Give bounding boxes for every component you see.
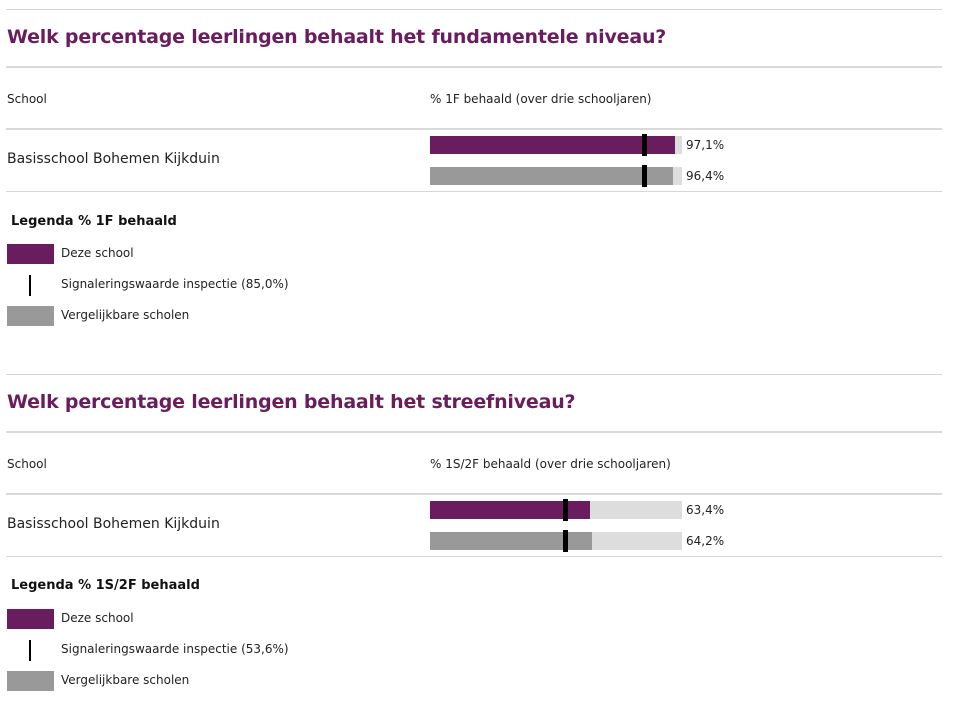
title-divider (6, 431, 942, 433)
legend-comparable-swatch (7, 671, 54, 691)
column-header-school: School (7, 92, 47, 106)
school-value-label: 63,4% (686, 503, 725, 517)
comparable-bar (430, 532, 592, 550)
legend-marker-line (29, 275, 31, 296)
legend-school-label: Deze school (61, 246, 134, 260)
comparable-value-label: 64,2% (686, 534, 725, 548)
school-bar (430, 136, 675, 154)
column-header-metric: % 1S/2F behaald (over drie schooljaren) (430, 457, 671, 471)
comparable-value-label: 96,4% (686, 169, 725, 183)
school-bar-track (430, 134, 682, 156)
title-divider (6, 66, 942, 68)
legend-marker-line (29, 640, 31, 661)
school-bar-track (430, 499, 682, 521)
section-top-divider (6, 9, 942, 10)
header-divider (6, 493, 942, 495)
row-divider (6, 191, 942, 192)
legend-marker-label: Signaleringswaarde inspectie (85,0%) (61, 277, 289, 291)
legend-comparable-label: Vergelijkbare scholen (61, 673, 190, 687)
comparable-bar (430, 167, 673, 185)
school-value-label: 97,1% (686, 138, 725, 152)
school-name: Basisschool Bohemen Kijkduin (7, 516, 220, 532)
legend-school-swatch (7, 244, 54, 264)
legend-title: Legenda % 1F behaald (11, 214, 177, 229)
inspection-marker (642, 165, 648, 187)
school-bar (430, 501, 590, 519)
section-top-divider (6, 374, 942, 375)
legend-comparable-label: Vergelijkbare scholen (61, 308, 190, 322)
school-name: Basisschool Bohemen Kijkduin (7, 151, 220, 167)
comparable-bar-track (430, 165, 682, 187)
section-title: Welk percentage leerlingen behaalt het f… (7, 26, 667, 48)
row-divider (6, 556, 942, 557)
legend-comparable-swatch (7, 306, 54, 326)
legend-marker-label: Signaleringswaarde inspectie (53,6%) (61, 642, 289, 656)
legend-school-label: Deze school (61, 611, 134, 625)
section-title: Welk percentage leerlingen behaalt het s… (7, 391, 576, 413)
legend-school-swatch (7, 609, 54, 629)
comparable-bar-track (430, 530, 682, 552)
header-divider (6, 128, 942, 130)
inspection-marker (563, 499, 569, 521)
legend-title: Legenda % 1S/2F behaald (11, 578, 200, 593)
column-header-school: School (7, 457, 47, 471)
column-header-metric: % 1F behaald (over drie schooljaren) (430, 92, 652, 106)
inspection-marker (563, 530, 569, 552)
inspection-marker (642, 134, 648, 156)
